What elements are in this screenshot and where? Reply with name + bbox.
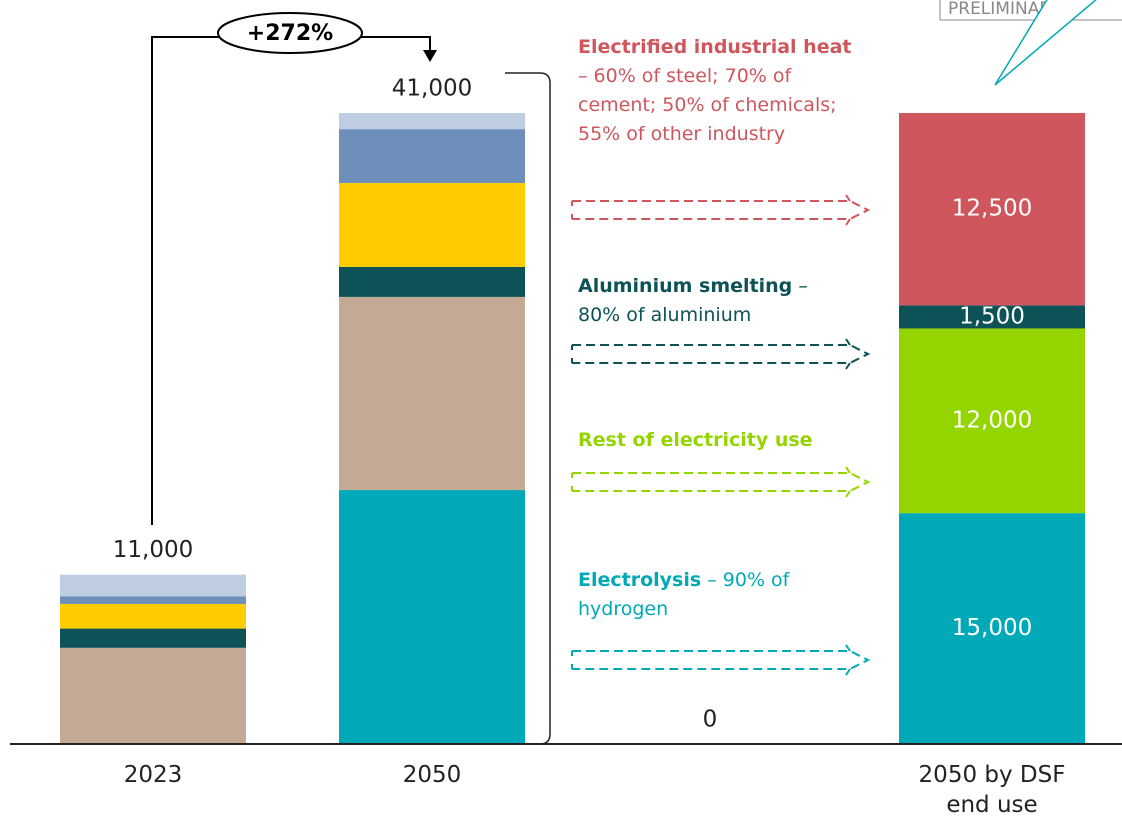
dashed-arrow bbox=[571, 466, 871, 498]
total-label: 41,000 bbox=[392, 76, 472, 102]
note-text: – 80% of aluminium bbox=[578, 275, 808, 326]
bar-segment bbox=[899, 513, 1085, 744]
zero-label: 0 bbox=[703, 707, 718, 733]
x-tick-label: 2050 bbox=[402, 762, 462, 788]
segment-label: 15,000 bbox=[952, 615, 1032, 641]
bar-segment bbox=[899, 328, 1085, 514]
x-tick-label: 2050 by DSF end use bbox=[918, 762, 1066, 818]
bar-segment bbox=[60, 574, 246, 597]
bar-segment bbox=[339, 183, 525, 267]
bar-segment bbox=[899, 305, 1085, 329]
bar-segment bbox=[339, 296, 525, 491]
note-text: – 90% of hydrogen bbox=[578, 569, 790, 620]
note: Aluminium smelting – 80% of aluminium bbox=[578, 272, 853, 330]
bar-segment bbox=[339, 266, 525, 297]
note: Electrolysis – 90% of hydrogen bbox=[578, 566, 853, 624]
dashed-arrow bbox=[571, 194, 871, 226]
bar-segment bbox=[339, 129, 525, 184]
note-title: Rest of electricity use bbox=[578, 429, 813, 451]
bar-segment bbox=[60, 603, 246, 629]
dashed-arrow bbox=[571, 338, 871, 370]
total-label: 11,000 bbox=[113, 537, 193, 563]
segment-label: 1,500 bbox=[959, 303, 1025, 329]
stamp: PRELIMINARY bbox=[948, 0, 1061, 19]
growth-label: +272% bbox=[247, 21, 333, 46]
note-text: – 60% of steel; 70% of cement; 50% of ch… bbox=[578, 65, 837, 145]
callout bbox=[994, 0, 1097, 86]
bar-segment bbox=[339, 113, 525, 130]
dashed-arrow bbox=[571, 644, 871, 676]
note-title: Aluminium smelting bbox=[578, 275, 793, 297]
segment-label: 12,000 bbox=[952, 407, 1032, 433]
note: Electrified industrial heat – 60% of ste… bbox=[578, 33, 853, 149]
arrow-head bbox=[423, 50, 437, 62]
note-title: Electrolysis bbox=[578, 569, 702, 591]
x-tick-label: 2023 bbox=[123, 762, 183, 788]
note-title: Electrified industrial heat bbox=[578, 36, 852, 58]
segment-label: 12,500 bbox=[952, 196, 1032, 222]
bar-segment bbox=[60, 628, 246, 648]
growth-bubble bbox=[217, 12, 363, 54]
bar-segment bbox=[339, 490, 525, 744]
bar-segment bbox=[899, 113, 1085, 306]
bar-segment bbox=[60, 596, 246, 604]
bar-segment bbox=[60, 647, 246, 744]
note: Rest of electricity use bbox=[578, 426, 853, 455]
